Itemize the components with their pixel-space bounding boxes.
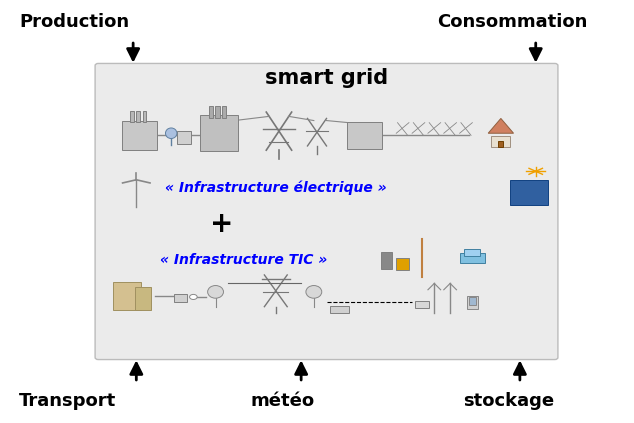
Bar (510, 180, 548, 205)
Ellipse shape (207, 286, 224, 298)
Ellipse shape (190, 294, 197, 299)
Text: +: + (210, 210, 233, 238)
Bar (381, 252, 392, 269)
Text: Transport: Transport (19, 392, 116, 410)
Bar (498, 140, 503, 147)
Polygon shape (488, 118, 514, 133)
Bar (134, 287, 150, 310)
Bar (330, 306, 349, 313)
Bar (469, 297, 476, 305)
Bar (130, 111, 134, 121)
Text: « Infrastructure électrique »: « Infrastructure électrique » (165, 181, 387, 195)
Bar (464, 250, 481, 255)
Bar (396, 258, 409, 270)
Text: météo: météo (250, 392, 314, 410)
Bar (143, 111, 146, 121)
Bar (200, 115, 238, 151)
Bar (177, 131, 191, 144)
Bar (347, 122, 382, 149)
Bar (209, 106, 213, 118)
Bar (174, 294, 187, 302)
Text: « Infrastructure TIC »: « Infrastructure TIC » (160, 253, 328, 267)
Ellipse shape (306, 286, 321, 298)
Bar (222, 106, 226, 118)
Bar (467, 296, 478, 309)
Bar (491, 136, 510, 147)
FancyBboxPatch shape (95, 63, 558, 360)
Bar (136, 111, 140, 121)
Bar (216, 106, 220, 118)
Bar (415, 301, 429, 308)
Ellipse shape (165, 128, 177, 139)
Bar (113, 283, 141, 310)
Text: Production: Production (19, 13, 129, 31)
Bar (460, 253, 485, 263)
Text: stockage: stockage (463, 392, 554, 410)
Text: Consommation: Consommation (437, 13, 588, 31)
Bar (122, 121, 157, 150)
Text: smart grid: smart grid (265, 68, 388, 88)
